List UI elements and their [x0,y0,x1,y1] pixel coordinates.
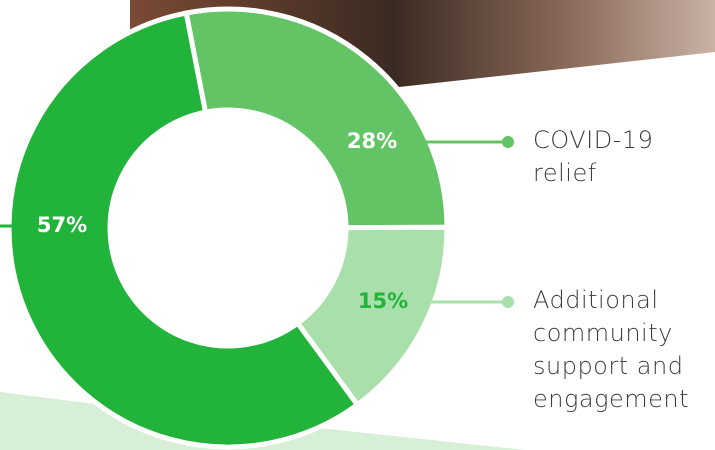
value-label: 15% [358,289,408,313]
background-band [0,392,525,450]
donut-slice [6,10,361,450]
donut-slice [183,6,450,231]
value-label: 28% [347,129,397,153]
legend-label: Additional community support and engagem… [533,286,690,413]
donut: 28% 15% 57% [0,6,514,450]
legend-label: COVID-19 relief [533,126,654,187]
value-label: 57% [37,213,87,237]
leader-dot [502,136,514,148]
leader-dot [502,296,514,308]
